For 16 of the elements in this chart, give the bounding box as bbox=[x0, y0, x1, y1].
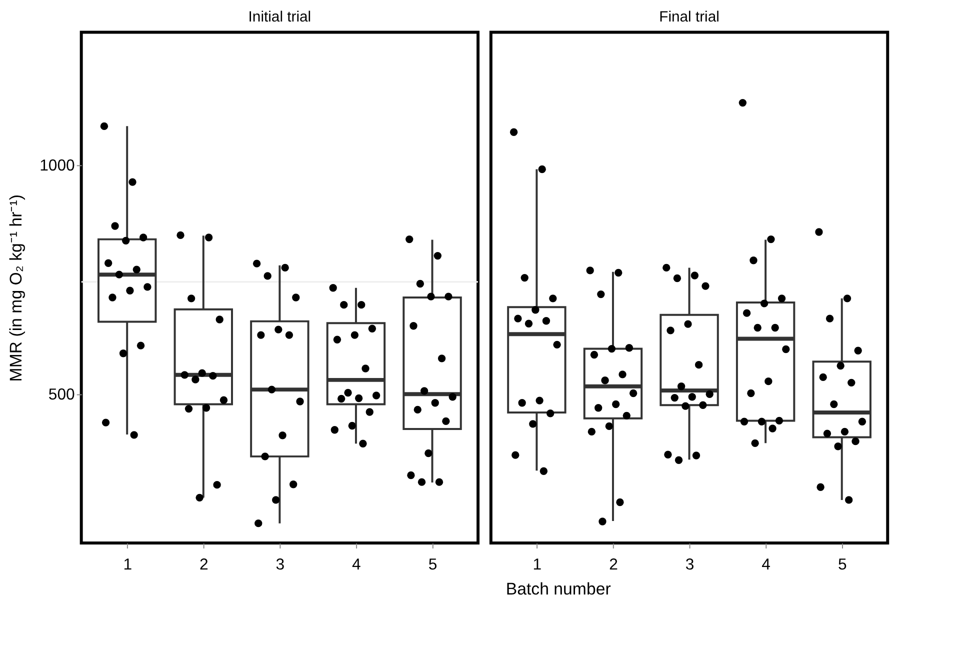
x-tick-label: 2 bbox=[199, 556, 208, 574]
x-tick-label: 5 bbox=[428, 556, 438, 574]
chart-title: Final trial bbox=[659, 9, 720, 26]
x-tick-label: 4 bbox=[352, 556, 362, 574]
y-tick-label: 500 bbox=[48, 386, 76, 404]
x-tick-label: 1 bbox=[532, 556, 542, 574]
chart-title: Initial trial bbox=[248, 9, 312, 26]
x-tick-label: 2 bbox=[609, 556, 618, 574]
y-axis-title: MMR (in mg O₂ kg⁻¹ hr⁻¹) bbox=[6, 194, 26, 382]
x-tick-label: 1 bbox=[123, 556, 132, 574]
x-axis-title: Batch number bbox=[506, 580, 612, 599]
x-tick-label: 4 bbox=[762, 556, 771, 574]
x-tick-label: 3 bbox=[276, 556, 285, 574]
x-tick-label: 3 bbox=[685, 556, 694, 574]
y-tick-label: 1000 bbox=[40, 158, 76, 175]
x-tick-label: 5 bbox=[838, 556, 847, 574]
